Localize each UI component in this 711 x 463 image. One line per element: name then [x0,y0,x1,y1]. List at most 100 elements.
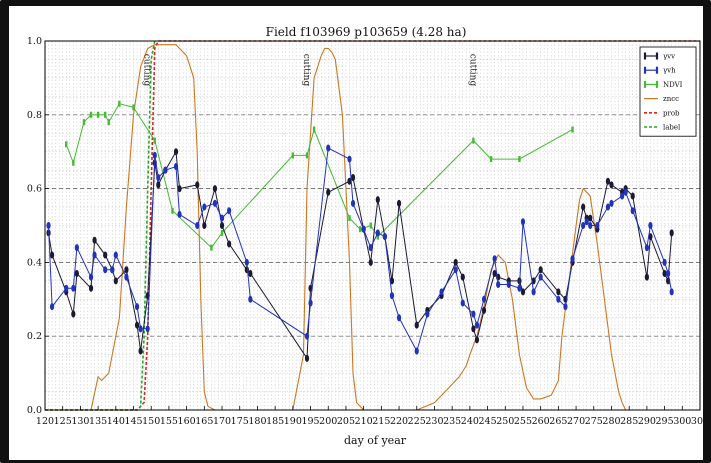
data-point [88,284,94,292]
data-point [588,214,593,222]
y-tick-label: 0.8 [27,110,42,121]
data-point [425,310,430,318]
series-NDVI-group [65,100,574,251]
data-point [492,269,497,277]
data-point [308,299,313,307]
data-point [375,196,380,204]
data-point [520,288,526,296]
legend-entry: label [644,124,681,132]
data-point [124,266,129,274]
data-point [134,321,140,329]
data-point [414,321,419,329]
data-point [49,251,55,259]
data-point [244,258,249,266]
legend-label: zncc [663,95,679,103]
cutting-annotation: cutting [467,54,477,87]
legend-box [639,46,697,137]
data-point [103,251,108,259]
data-point [563,303,568,311]
series-vh-group [46,144,674,355]
data-point [368,258,373,266]
data-point [620,192,625,200]
data-point [248,295,253,303]
data-point [202,203,207,211]
x-tick-label: 150 [142,416,160,427]
x-tick-label: 225 [408,416,426,427]
data-point [396,199,402,207]
data-point [669,288,674,296]
data-point [219,214,225,222]
data-point [584,218,589,226]
x-tick-label: 230 [425,416,443,427]
data-point [453,258,458,266]
legend-entry: zncc [644,95,679,103]
grid [44,40,701,411]
data-point [630,192,635,200]
data-point [74,269,79,277]
x-tick-label: 155 [160,416,178,427]
x-tick-label: 250 [496,416,514,427]
data-point [669,229,674,237]
x-tick-label: 205 [337,416,355,427]
data-point [595,222,600,229]
data-point [138,325,143,333]
data-point [630,207,635,215]
data-point [520,218,526,226]
x-tick-label: 285 [620,416,638,427]
x-tick-label: 170 [213,416,231,427]
data-point [195,181,200,189]
data-point [517,284,522,292]
x-tick-label: 120 [36,416,54,427]
data-point [219,222,225,229]
chart-title: Field f103969 p103659 (4.28 ha) [266,25,467,39]
y-tick-label: 1.0 [27,36,42,47]
data-point [644,273,649,281]
data-point [623,188,628,196]
data-point [74,244,79,252]
legend-label: γvh [663,67,676,75]
data-point [506,281,511,289]
data-point [46,222,51,229]
x-tick-label: 270 [567,416,585,427]
y-tick-label: 0.0 [27,405,42,416]
x-tick-label: 275 [585,416,603,427]
x-tick-label: 210 [355,416,373,427]
data-point [202,222,207,229]
annotations: cutting cutting cutting [142,54,478,87]
data-point [396,314,402,322]
data-point [609,199,614,207]
x-tick-label: 180 [248,416,266,427]
data-point [49,303,55,311]
cutting-annotation: cutting [142,54,152,87]
data-point [375,229,380,237]
data-point [662,258,667,266]
data-point [414,347,419,355]
cutting-annotation: cutting [301,54,311,87]
data-point [350,174,356,182]
series-label-group [45,40,156,411]
y-tick-label: 0.6 [27,184,42,195]
ticks: 120 125 130 135 140 145 150 155 160 165 170 175 180 1… [27,36,709,427]
data-point [474,321,480,329]
data-point [138,347,143,355]
legend-label: prob [663,109,680,117]
data-point [453,266,458,274]
data-point [648,222,653,229]
y-tick-label: 0.2 [27,331,42,342]
data-point [588,222,593,229]
data-point [145,325,150,333]
x-tick-label: 185 [266,416,284,427]
data-point [212,199,218,207]
data-point [496,281,501,289]
legend-entry: γvv [643,52,675,61]
series-line [45,40,700,411]
data-point [347,155,352,163]
legend-entry: γvh [643,67,676,75]
data-point [156,181,161,189]
data-point [460,299,465,307]
data-point [227,207,232,215]
x-tick-label: 165 [195,416,213,427]
data-point [474,336,480,344]
x-tick-label: 265 [549,416,567,427]
